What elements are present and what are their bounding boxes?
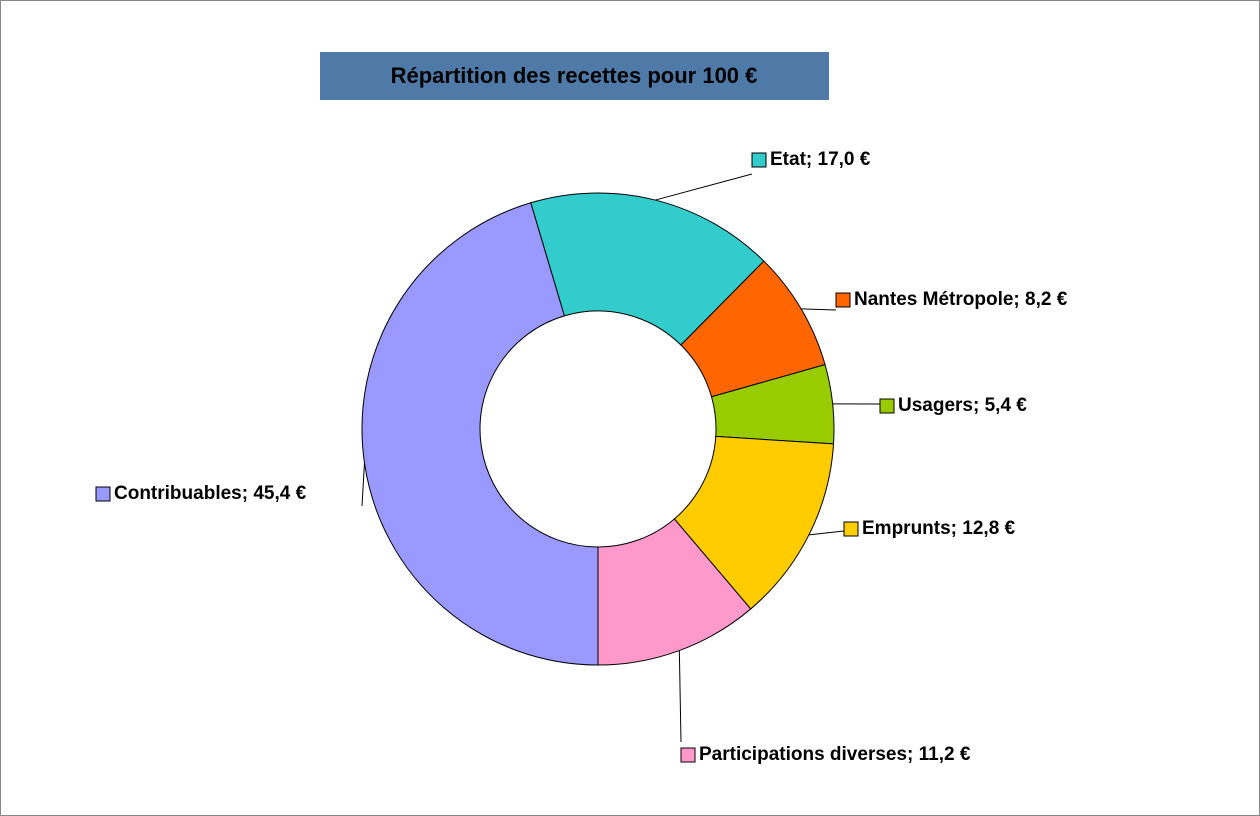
legend-key <box>95 486 111 502</box>
data-label: Etat; 17,0 € <box>770 149 871 170</box>
legend-key <box>751 152 767 168</box>
data-label: Participations diverses; 11,2 € <box>699 744 971 765</box>
leader-line <box>655 173 753 201</box>
data-label: Usagers; 5,4 € <box>898 395 1027 416</box>
data-label: Emprunts; 12,8 € <box>862 518 1016 539</box>
legend-key <box>835 292 851 308</box>
leader-line <box>801 308 837 311</box>
chart-title: Répartition des recettes pour 100 € <box>391 63 758 88</box>
title-box <box>320 52 829 100</box>
donut-slice <box>530 192 765 346</box>
leader-line <box>678 650 682 743</box>
data-label: Nantes Métropole; 8,2 € <box>854 289 1068 310</box>
leader-line <box>808 530 845 536</box>
legend-key <box>879 398 895 414</box>
leader-line <box>361 462 365 507</box>
legend-key <box>680 747 696 763</box>
legend-key <box>843 521 859 537</box>
donut-slice <box>361 202 599 666</box>
data-label: Contribuables; 45,4 € <box>114 483 307 504</box>
